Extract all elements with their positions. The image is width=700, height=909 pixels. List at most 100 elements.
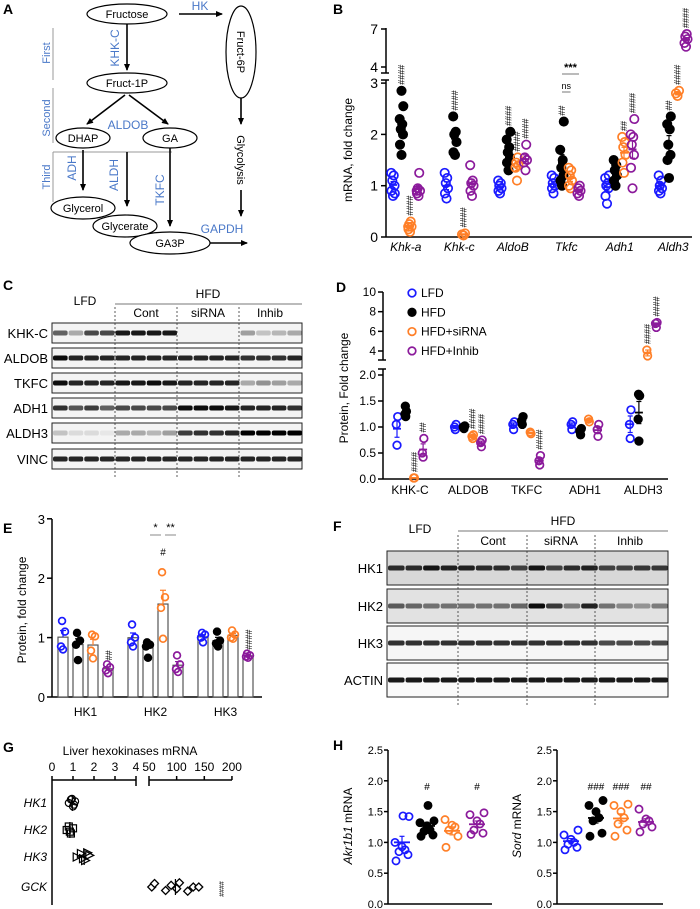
data-point: [558, 116, 569, 127]
data-point: [198, 638, 208, 647]
blot-band: [440, 640, 458, 646]
data-point: [610, 831, 620, 841]
blot-band: [193, 405, 209, 411]
x-tick-label: 2: [91, 760, 98, 774]
chart-g-title: Liver hexokinases mRNA: [63, 744, 198, 758]
data-point: [450, 126, 461, 137]
blot-band: [240, 456, 256, 462]
data-point: [212, 627, 222, 636]
x-tick-label: TKFC: [511, 483, 543, 497]
x-tick-label: Adh1: [605, 240, 634, 254]
blot-band: [405, 565, 423, 571]
legend-marker: [407, 326, 417, 337]
blot-band: [287, 330, 302, 336]
legend-marker: [407, 346, 417, 356]
blot-band: [193, 355, 209, 361]
blot-band: [493, 640, 510, 646]
data-point: [465, 160, 476, 171]
y-tick-label: 1.5: [537, 807, 552, 819]
y-tick-label: HK3: [24, 850, 48, 864]
blot-f: HK1 HK2 HK3 ACTIN: [344, 535, 669, 705]
data-point: [396, 149, 407, 160]
blot-band: [240, 380, 256, 386]
data-point: [563, 162, 574, 173]
blot-band: [84, 456, 99, 462]
data-point: [429, 816, 439, 826]
panel-label-f: F: [333, 518, 342, 534]
y-tick-label: 0: [38, 690, 45, 705]
x-tick-label: 0: [49, 760, 56, 774]
blot-c-inhib: Inhib: [257, 306, 283, 320]
blot-band: [240, 355, 256, 361]
data-point: [157, 568, 167, 577]
data-point: [626, 405, 636, 415]
x-tick-label: 1: [70, 760, 77, 774]
blot-band: [458, 603, 475, 609]
data-point: [519, 152, 530, 163]
y-tick-label: 1.0: [359, 420, 376, 434]
blot-band: [68, 405, 84, 411]
blot-band: [99, 355, 115, 361]
panel-label-d: D: [336, 279, 346, 295]
data-point: [86, 646, 96, 655]
blot-band: [131, 456, 146, 462]
blot-band: [475, 603, 493, 609]
blot-band: [388, 565, 405, 571]
blot-band: [115, 430, 131, 436]
data-point: [633, 389, 644, 399]
data-point: [391, 856, 401, 866]
data-point: [625, 162, 637, 173]
significance-marker: ####: [504, 106, 514, 126]
blot-band: [493, 677, 510, 683]
blot-band: [546, 565, 563, 571]
blot-band: [131, 430, 146, 436]
significance-marker: ####: [476, 414, 486, 434]
data-point: [653, 185, 665, 196]
data-point: [665, 111, 676, 122]
significance-marker: #: [424, 782, 430, 793]
blot-band: [528, 603, 546, 609]
significance-marker: ###: [588, 782, 605, 793]
blot-band: [287, 456, 302, 462]
significance-label: ns: [561, 81, 571, 91]
x-tick-label: Tkfc: [555, 240, 578, 254]
data-point: [555, 144, 566, 155]
data-point: [598, 796, 608, 805]
blot-band: [131, 380, 146, 386]
x-tick-label: HK2: [144, 705, 168, 719]
data-point: [453, 831, 463, 841]
node-fruct1p: [86, 72, 168, 94]
y-tick-label: 2: [38, 571, 45, 586]
glycolysis-label: Glycolysis: [234, 135, 246, 185]
data-point: [465, 810, 475, 820]
x-tick-label: Aldh3: [657, 240, 689, 254]
blot-band: [162, 355, 177, 361]
blot-band: [271, 355, 287, 361]
data-point: [242, 649, 252, 658]
blot-c-lfd: LFD: [74, 294, 97, 308]
blot-band: [209, 380, 224, 386]
data-point: [627, 183, 638, 194]
blot-f-lfd: LFD: [409, 522, 432, 536]
blot-band: [475, 565, 493, 571]
panel-label-b: B: [333, 1, 343, 17]
blot-band: [53, 430, 68, 436]
legend-label: HFD: [421, 305, 446, 319]
data-point: [493, 175, 504, 186]
significance-label: *: [153, 522, 158, 534]
blot-band: [598, 640, 616, 646]
x-tick-label: 100: [167, 760, 187, 774]
blot-band: [115, 405, 131, 411]
enzyme-hk: HK: [192, 0, 209, 13]
data-point: [404, 812, 414, 821]
blot-band: [240, 330, 256, 336]
data-point: [628, 149, 640, 160]
blot-band: [493, 603, 510, 609]
blot-c-hfd: HFD: [196, 287, 221, 301]
data-point: [440, 815, 450, 825]
data-point: [510, 162, 521, 173]
blot-band: [84, 355, 99, 361]
node-fruct6p-label: Fruct-6P: [234, 31, 246, 73]
y-tick-label: GCK: [21, 880, 48, 894]
data-point: [546, 170, 557, 181]
